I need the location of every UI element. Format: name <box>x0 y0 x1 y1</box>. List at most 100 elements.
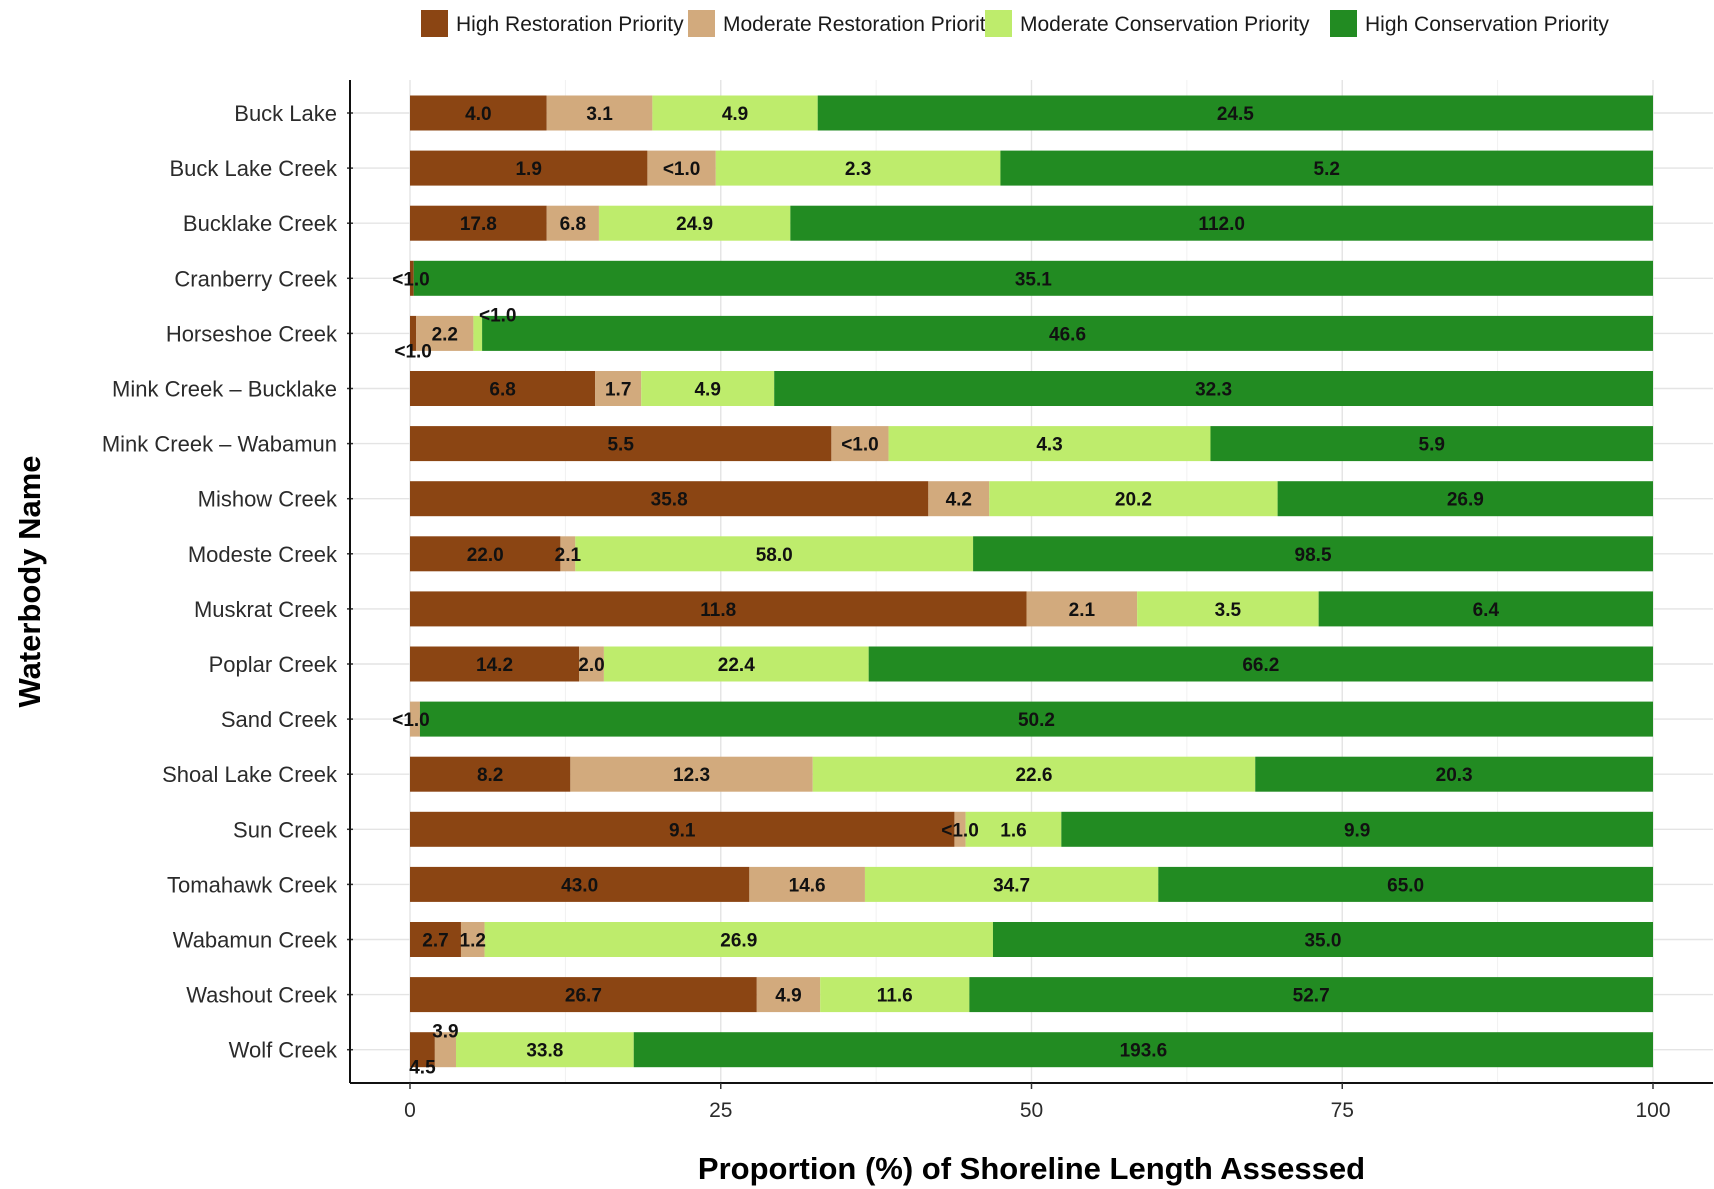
category-label: Washout Creek <box>186 983 338 1008</box>
category-label: Mink Creek – Wabamun <box>102 432 337 457</box>
data-label: 5.9 <box>1419 435 1445 456</box>
category-label: Mishow Creek <box>198 487 338 512</box>
bar-segment <box>546 205 599 241</box>
data-label: 2.0 <box>578 655 604 676</box>
legend-swatch <box>985 10 1012 37</box>
data-label: 12.3 <box>673 765 710 786</box>
data-label: 35.1 <box>1015 269 1052 290</box>
bar-segment <box>410 205 547 241</box>
bar-segment <box>868 646 1653 682</box>
bar-segment <box>831 426 889 462</box>
category-label: Modeste Creek <box>188 542 338 567</box>
data-label: 52.7 <box>1293 986 1330 1007</box>
bar-segment <box>749 866 865 902</box>
bar-segment <box>410 866 750 902</box>
data-label: 2.7 <box>422 931 448 952</box>
bar-segment <box>965 811 1062 847</box>
data-label: 9.9 <box>1344 820 1370 841</box>
legend-swatch <box>421 10 448 37</box>
bar-segment <box>774 371 1653 406</box>
data-label: 4.3 <box>1036 435 1062 456</box>
bar-segment <box>410 756 571 792</box>
bar-segment <box>928 481 990 517</box>
bar-segment <box>484 922 993 957</box>
category-label: Muskrat Creek <box>194 597 338 622</box>
data-label: 26.9 <box>1447 490 1484 511</box>
bar-segment <box>1255 756 1653 792</box>
x-axis-title: Proportion (%) of Shoreline Length Asses… <box>698 1151 1365 1186</box>
data-label: 2.2 <box>432 324 458 345</box>
data-label: 1.2 <box>460 931 486 952</box>
data-label: <1.0 <box>941 820 979 841</box>
bar-segment <box>410 426 832 462</box>
data-label: 112.0 <box>1198 214 1245 235</box>
data-label: 1.7 <box>605 380 631 401</box>
legend: High Restoration Priority Moderate Restor… <box>421 10 1609 37</box>
data-label: 193.6 <box>1120 1041 1168 1062</box>
category-label: Mink Creek – Bucklake <box>112 377 337 402</box>
bar-segment <box>1061 811 1653 847</box>
data-label: 58.0 <box>756 545 793 566</box>
data-label: 22.4 <box>718 655 755 676</box>
bar-segment <box>992 922 1653 957</box>
bar-segment <box>715 150 1001 186</box>
data-label: 24.9 <box>676 214 713 235</box>
bar-segment <box>1158 866 1653 902</box>
data-label: 2.1 <box>1069 600 1096 621</box>
category-label: Tomahawk Creek <box>167 872 338 897</box>
bar-segment <box>973 536 1653 572</box>
data-label: <1.0 <box>392 269 430 290</box>
bar-segment <box>864 866 1159 902</box>
data-label: 1.6 <box>1000 820 1026 841</box>
bar-segment <box>989 481 1278 517</box>
bar-segment <box>410 536 561 572</box>
bar-segment <box>410 591 1027 627</box>
data-label: 4.2 <box>946 490 972 511</box>
data-label: 32.3 <box>1195 380 1232 401</box>
bar-segment <box>410 811 955 847</box>
data-label: 1.9 <box>515 159 541 180</box>
bar-segment <box>419 701 1654 737</box>
category-label: Shoal Lake Creek <box>162 762 338 787</box>
bar-segment <box>410 646 580 682</box>
data-label: 66.2 <box>1242 655 1279 676</box>
data-label: 2.1 <box>555 545 582 566</box>
data-label: 9.1 <box>669 820 696 841</box>
bar-segment <box>888 426 1211 462</box>
data-label: 35.8 <box>651 490 688 511</box>
x-tick-label: 75 <box>1331 1099 1354 1122</box>
x-tick-label: 25 <box>709 1099 732 1122</box>
bar-segment <box>575 536 974 572</box>
bar-segment <box>482 315 1653 351</box>
data-label: 17.8 <box>460 214 497 235</box>
bar-segment <box>570 756 813 792</box>
bars: 4.0 3.1 4.9 24.5 1.9 <1.0 2.3 5.2 17.8 6.8 24.9 112… <box>392 95 1654 1079</box>
category-label: Cranberry Creek <box>174 266 338 291</box>
data-label: <1.0 <box>394 341 432 362</box>
data-label: 46.6 <box>1049 324 1086 345</box>
data-label: 4.0 <box>465 104 491 125</box>
bar-segment <box>641 371 775 406</box>
bar-segment <box>647 150 716 186</box>
legend-swatch <box>688 10 715 37</box>
data-label: 6.8 <box>560 214 586 235</box>
category-labels: Buck Lake Buck Lake Creek Bucklake Creek Cr… <box>102 101 338 1063</box>
category-label: Wolf Creek <box>229 1038 338 1063</box>
data-label: 33.8 <box>526 1041 563 1062</box>
category-label: Sun Creek <box>233 817 338 842</box>
bar-segment <box>410 922 461 957</box>
bar-segment <box>410 150 648 186</box>
data-label: 14.2 <box>476 655 513 676</box>
data-label: 26.7 <box>565 986 602 1007</box>
bar-segment <box>820 977 970 1013</box>
data-label: 4.9 <box>694 380 720 401</box>
bar-segment <box>1137 591 1319 627</box>
category-label: Buck Lake <box>234 101 337 126</box>
bar-segment <box>410 701 420 737</box>
bar-segment <box>1318 591 1653 627</box>
data-label: 34.7 <box>993 875 1030 896</box>
data-label: <1.0 <box>392 710 430 731</box>
data-label: 26.9 <box>720 931 757 952</box>
bar-segment <box>410 977 757 1013</box>
